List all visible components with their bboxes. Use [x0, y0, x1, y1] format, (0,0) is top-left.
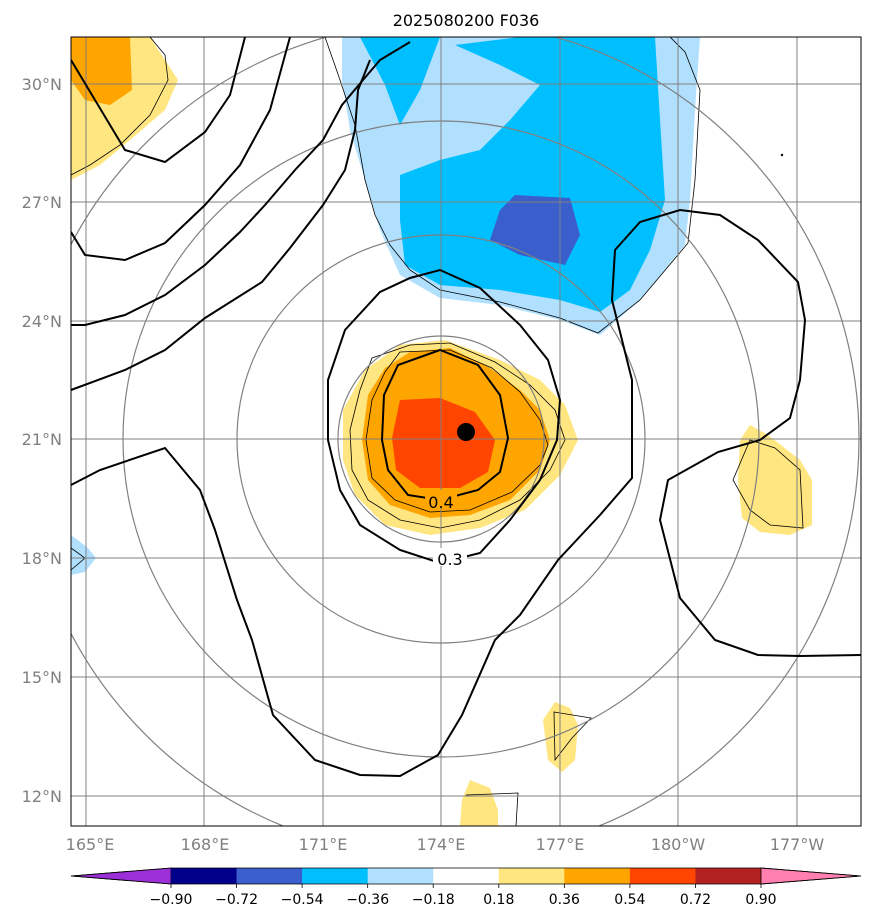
colorbar-tick-label: −0.72	[215, 892, 258, 908]
colorbar-segment	[171, 868, 238, 884]
fill-blue-north-main	[400, 37, 665, 312]
lon-label: 174°E	[417, 835, 466, 854]
fill-yellow-east	[738, 425, 812, 535]
lon-label: 177°E	[536, 835, 585, 854]
storm-center-marker	[457, 423, 475, 441]
lat-label: 27°N	[22, 193, 62, 212]
colorbar-segment	[433, 868, 500, 884]
map-frame	[70, 36, 862, 827]
contour-label-03: 0.3	[437, 550, 462, 569]
contour-label-bg-0	[425, 490, 457, 508]
range-rings	[71, 37, 860, 826]
colorbar-extend-low	[70, 867, 172, 885]
thin-contours	[71, 37, 804, 826]
lat-label: 18°N	[22, 549, 62, 568]
grid-lines	[71, 37, 861, 826]
lat-label: 21°N	[22, 430, 62, 449]
contour-label-bg-1	[433, 548, 467, 566]
colorbar-extend-high	[760, 867, 862, 885]
lon-label: 177°W	[770, 835, 825, 854]
colorbar-tick-label: 0.72	[680, 892, 711, 908]
contour-label-04: 0.4	[428, 493, 453, 512]
colorbar-tick-label: 0.36	[549, 892, 580, 908]
map-title: 2025080200 F036	[393, 11, 540, 30]
colorbar-segment	[498, 868, 565, 884]
lat-label: 24°N	[22, 312, 62, 331]
colorbar: −0.90 −0.72 −0.54 −0.36 −0.18 0.18 0.36 0.54 0.7…	[70, 867, 862, 908]
colorbar-segment	[302, 868, 369, 884]
map-area: 0.4 0.3	[71, 37, 861, 826]
lat-label: 30°N	[22, 75, 62, 94]
colorbar-segment	[367, 868, 434, 884]
colorbar-segment	[236, 868, 303, 884]
colorbar-tick-label: 0.54	[614, 892, 645, 908]
lon-label: 171°E	[299, 835, 348, 854]
lat-labels: 30°N 27°N 24°N 21°N 18°N 15°N 12°N	[22, 75, 62, 806]
fill-red-storm	[392, 398, 495, 488]
lon-label: 168°E	[181, 835, 230, 854]
colorbar-tick-label: 0.18	[483, 892, 514, 908]
fill-yellow-south-2	[460, 780, 498, 826]
small-dot	[780, 153, 784, 157]
lon-label: 180°W	[651, 835, 706, 854]
lat-label: 15°N	[22, 668, 62, 687]
colorbar-segment	[695, 868, 762, 884]
colorbar-tick-label: −0.36	[346, 892, 389, 908]
colorbar-tick-label: −0.54	[281, 892, 324, 908]
colorbar-tick-label: 0.90	[745, 892, 776, 908]
lon-label: 165°E	[66, 835, 115, 854]
colorbar-segment	[564, 868, 631, 884]
colorbar-tick-label: −0.90	[150, 892, 193, 908]
lat-label: 12°N	[22, 787, 62, 806]
lon-labels: 165°E 168°E 171°E 174°E 177°E 180°W 177°…	[66, 835, 825, 854]
colorbar-tick-label: −0.18	[412, 892, 455, 908]
colorbar-segment	[629, 868, 696, 884]
